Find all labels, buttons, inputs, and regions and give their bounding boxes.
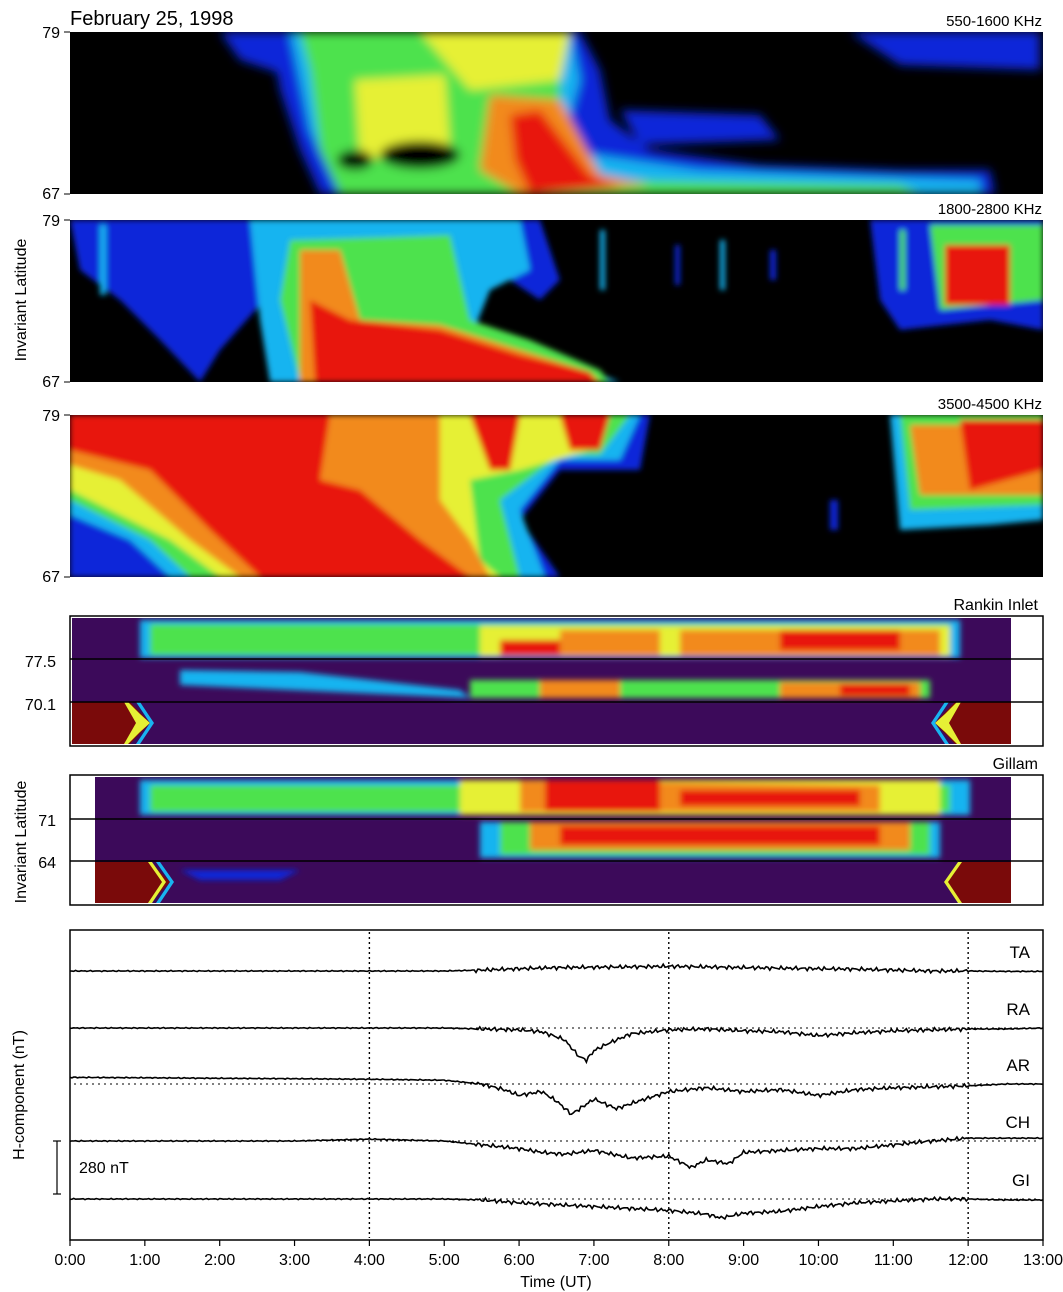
- trace-CH: [69, 1135, 1044, 1170]
- trace-RA: [69, 1025, 1044, 1065]
- panel-2-band-label: 1800-2800 KHz: [938, 201, 1042, 218]
- figure-title: February 25, 1998: [70, 8, 233, 30]
- keogram-gillam: 71 64 Gillam: [38, 756, 1044, 906]
- panel-1-band-label: 550-1600 KHz: [946, 13, 1042, 30]
- keogram-image: [95, 780, 1011, 903]
- trace-AR: [69, 1076, 1044, 1116]
- radar-echo-map: [70, 415, 1043, 577]
- station-label-RA: RA: [1006, 1000, 1030, 1019]
- panel-4-ytick-top: 77.5: [25, 654, 56, 671]
- x-tick-label-9: 9:00: [728, 1252, 759, 1269]
- x-tick-label-5: 5:00: [429, 1252, 460, 1269]
- radar-panel-550-1600: 79 67 550-1600 KHz: [42, 13, 1043, 203]
- time-axis: 0:00 1:00 2:00 3:00 4:00 5:00 6:00 7:00 8:00 9:00…: [54, 1240, 1063, 1269]
- x-tick-label-12: 12:00: [948, 1252, 988, 1269]
- radar-ylabel: Invariant Latitude: [13, 239, 30, 362]
- x-tick-label-8: 8:00: [653, 1252, 684, 1269]
- radar-echo-map: [220, 32, 1040, 194]
- x-tick-label-10: 10:00: [798, 1252, 838, 1269]
- station-label-AR: AR: [1006, 1056, 1030, 1075]
- magnetometer-panel: TA RA AR CH GI 0:00 1:00 2:00 3:00 4:00 5:00 6:00 7…: [11, 929, 1063, 1291]
- radar-panel-3500-4500: 79 67 3500-4500 KHz: [42, 396, 1043, 586]
- keogram-rankin-inlet: 77.5 70.1 Rankin Inlet: [25, 597, 1044, 747]
- station-label-TA: TA: [1010, 943, 1031, 962]
- magnetometer-frame: [69, 929, 1044, 1241]
- panel-3-band-label: 3500-4500 KHz: [938, 396, 1042, 413]
- panel-5-ytick-bottom: 64: [38, 855, 56, 872]
- time-guides: [368, 932, 969, 1238]
- panel-5-station-label: Gillam: [993, 756, 1038, 773]
- x-tick-label-0: 0:00: [54, 1252, 85, 1269]
- station-label-GI: GI: [1012, 1171, 1030, 1190]
- panel-3-ytick-top: 79: [42, 408, 60, 425]
- x-tick-label-7: 7:00: [578, 1252, 609, 1269]
- panel-1-ytick-top: 79: [42, 25, 60, 42]
- baselines: [74, 1027, 1039, 1200]
- station-labels: TA RA AR CH GI: [1005, 943, 1030, 1190]
- keogram-ylabel: Invariant Latitude: [13, 781, 30, 904]
- station-label-CH: CH: [1005, 1113, 1030, 1132]
- radar-echo-map: [70, 220, 1043, 382]
- x-tick-label-6: 6:00: [504, 1252, 535, 1269]
- panel-2-ytick-top: 79: [42, 213, 60, 230]
- trace-TA: [69, 962, 1044, 975]
- x-tick-label-13: 13:00: [1023, 1252, 1063, 1269]
- trace-GI: [69, 1195, 1044, 1221]
- x-tick-label-1: 1:00: [129, 1252, 160, 1269]
- panel-4-station-label: Rankin Inlet: [954, 597, 1039, 614]
- magnetometer-traces: [69, 962, 1044, 1221]
- panel-1-ytick-bottom: 67: [42, 186, 60, 203]
- scale-bar-label: 280 nT: [79, 1160, 129, 1177]
- magnetometer-ylabel: H-component (nT): [11, 1030, 28, 1160]
- radar-panel-1800-2800: 79 67 1800-2800 KHz: [42, 201, 1043, 391]
- x-tick-label-11: 11:00: [874, 1252, 913, 1269]
- keogram-image: [72, 620, 1011, 744]
- panel-3-ytick-bottom: 67: [42, 569, 60, 586]
- panel-4-ytick-bottom: 70.1: [25, 697, 56, 714]
- x-tick-label-2: 2:00: [204, 1252, 235, 1269]
- panel-5-ytick-top: 71: [38, 813, 56, 830]
- x-axis-label: Time (UT): [520, 1274, 591, 1291]
- x-tick-label-4: 4:00: [354, 1252, 385, 1269]
- x-tick-label-3: 3:00: [279, 1252, 310, 1269]
- panel-2-ytick-bottom: 67: [42, 374, 60, 391]
